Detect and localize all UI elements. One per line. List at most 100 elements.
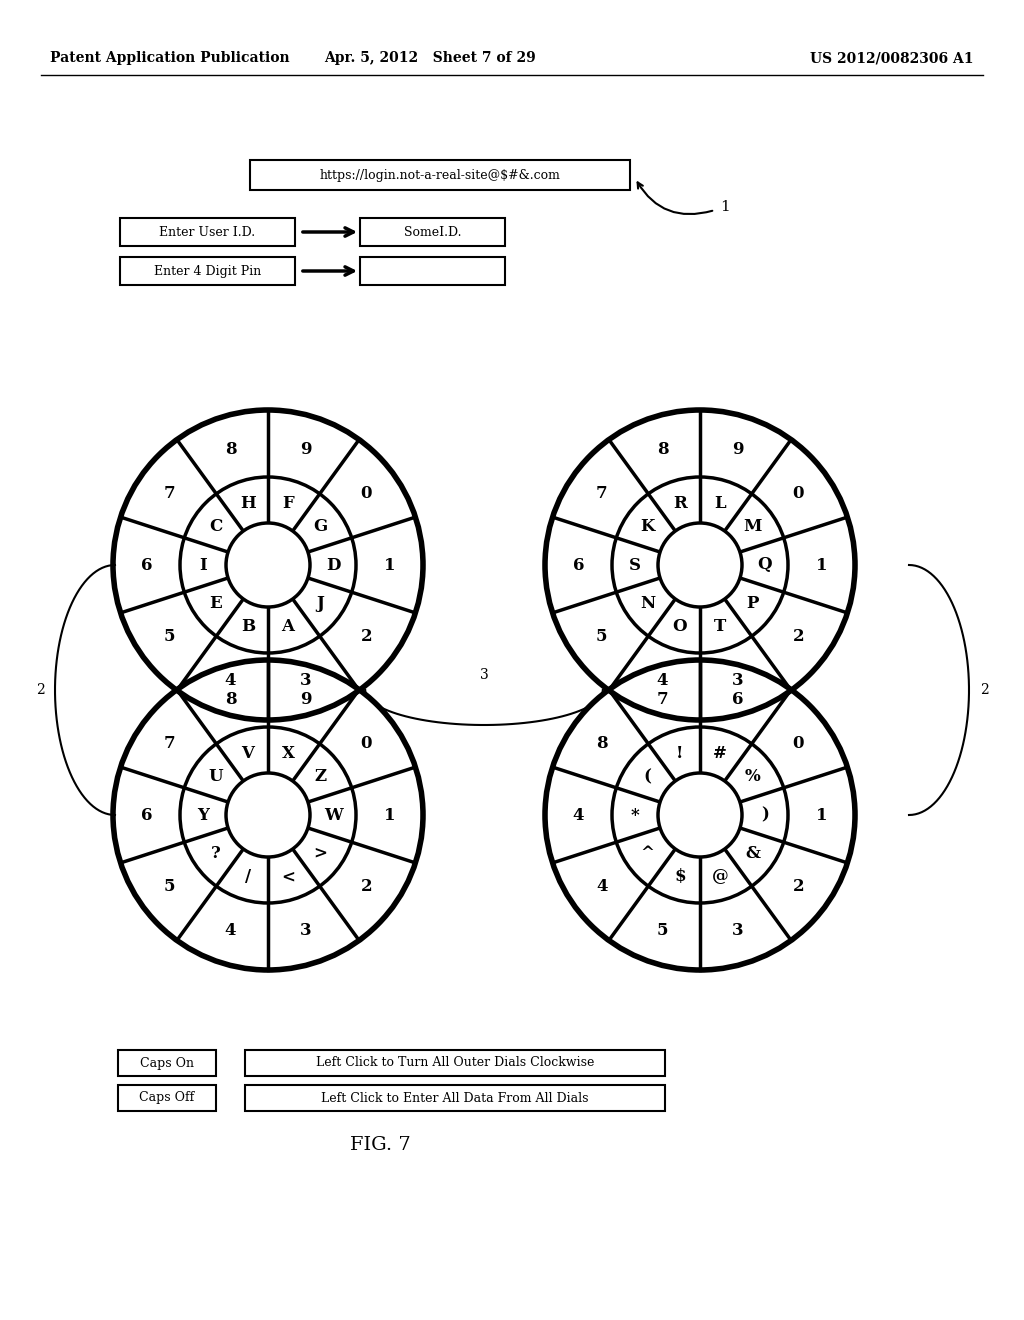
Text: Left Click to Turn All Outer Dials Clockwise: Left Click to Turn All Outer Dials Clock…: [315, 1056, 594, 1069]
Bar: [360, 218, 505, 246]
Text: W: W: [324, 807, 342, 824]
Text: 1: 1: [720, 201, 730, 214]
Text: Caps On: Caps On: [140, 1056, 194, 1069]
Circle shape: [545, 660, 855, 970]
Text: 7: 7: [164, 735, 175, 752]
Text: $: $: [674, 869, 686, 886]
Text: G: G: [313, 519, 328, 536]
Text: %: %: [744, 768, 761, 785]
Text: Enter User I.D.: Enter User I.D.: [160, 226, 256, 239]
Text: C: C: [209, 519, 222, 536]
Circle shape: [226, 774, 310, 857]
Bar: [120, 218, 295, 246]
Text: ?: ?: [211, 845, 220, 862]
Bar: [120, 257, 295, 285]
Text: N: N: [640, 595, 655, 611]
Text: Enter 4 Digit Pin: Enter 4 Digit Pin: [154, 264, 261, 277]
Text: SomeI.D.: SomeI.D.: [403, 226, 461, 239]
Text: O: O: [673, 618, 687, 635]
Bar: [245, 1085, 665, 1111]
Text: L: L: [715, 495, 726, 512]
Text: ): ): [761, 807, 769, 824]
Text: Patent Application Publication: Patent Application Publication: [50, 51, 290, 65]
Text: 2: 2: [980, 682, 988, 697]
Text: 2: 2: [360, 878, 372, 895]
Text: Z: Z: [314, 768, 327, 785]
Text: 9: 9: [300, 441, 311, 458]
Circle shape: [113, 411, 423, 719]
Text: US 2012/0082306 A1: US 2012/0082306 A1: [811, 51, 974, 65]
Text: Apr. 5, 2012   Sheet 7 of 29: Apr. 5, 2012 Sheet 7 of 29: [325, 51, 536, 65]
Text: P: P: [746, 595, 759, 611]
Text: https://login.not-a-real-site@$#&.com: https://login.not-a-real-site@$#&.com: [319, 169, 560, 181]
Bar: [250, 160, 630, 190]
Bar: [118, 1049, 216, 1076]
Circle shape: [658, 523, 742, 607]
Text: E: E: [209, 595, 222, 611]
Text: 9: 9: [300, 690, 311, 708]
Text: 0: 0: [793, 735, 804, 752]
Text: 8: 8: [224, 690, 237, 708]
Text: I: I: [199, 557, 207, 573]
Text: 2: 2: [360, 628, 372, 645]
Text: F: F: [283, 495, 294, 512]
Text: #: #: [713, 744, 727, 762]
Text: A: A: [282, 618, 295, 635]
Text: 2: 2: [36, 682, 44, 697]
Text: 0: 0: [360, 735, 372, 752]
Text: S: S: [629, 557, 641, 573]
Text: 4: 4: [224, 672, 237, 689]
Text: H: H: [240, 495, 256, 512]
Text: 5: 5: [596, 628, 607, 645]
Text: !: !: [676, 744, 684, 762]
Text: 7: 7: [164, 484, 175, 502]
Text: 1: 1: [816, 807, 827, 824]
Circle shape: [226, 523, 310, 607]
Text: Q: Q: [758, 557, 772, 573]
Text: R: R: [673, 495, 687, 512]
Text: 3: 3: [732, 672, 743, 689]
Text: 4: 4: [224, 923, 237, 939]
Text: 5: 5: [164, 878, 175, 895]
Text: *: *: [631, 807, 639, 824]
Bar: [360, 257, 505, 285]
Text: /: /: [245, 869, 251, 886]
Text: 0: 0: [793, 484, 804, 502]
Text: 2: 2: [793, 878, 804, 895]
Text: 4: 4: [572, 807, 585, 824]
Text: 6: 6: [732, 690, 743, 708]
Text: <: <: [281, 869, 295, 886]
Text: 3: 3: [732, 923, 743, 939]
Text: 2: 2: [793, 628, 804, 645]
Text: B: B: [241, 618, 255, 635]
Text: 8: 8: [224, 441, 237, 458]
Text: 0: 0: [360, 484, 372, 502]
Text: Caps Off: Caps Off: [139, 1092, 195, 1105]
Text: >: >: [313, 845, 328, 862]
Text: X: X: [282, 744, 295, 762]
Text: 6: 6: [572, 557, 585, 573]
Text: 4: 4: [596, 878, 607, 895]
Text: (: (: [643, 768, 651, 785]
Circle shape: [658, 774, 742, 857]
Text: 4: 4: [656, 672, 669, 689]
Text: U: U: [208, 768, 223, 785]
Text: ^: ^: [640, 845, 654, 862]
Text: 7: 7: [596, 484, 607, 502]
Bar: [118, 1085, 216, 1111]
Circle shape: [113, 660, 423, 970]
Text: M: M: [743, 519, 762, 536]
Text: J: J: [316, 595, 325, 611]
Text: 5: 5: [164, 628, 175, 645]
Text: T: T: [714, 618, 726, 635]
Text: D: D: [326, 557, 340, 573]
Text: 3: 3: [300, 672, 311, 689]
Text: 3: 3: [479, 668, 488, 682]
Text: 1: 1: [816, 557, 827, 573]
Text: 9: 9: [732, 441, 743, 458]
Text: FIG. 7: FIG. 7: [349, 1137, 411, 1154]
Text: V: V: [242, 744, 254, 762]
Text: 5: 5: [656, 923, 669, 939]
Text: &: &: [745, 845, 760, 862]
Text: 7: 7: [656, 690, 669, 708]
